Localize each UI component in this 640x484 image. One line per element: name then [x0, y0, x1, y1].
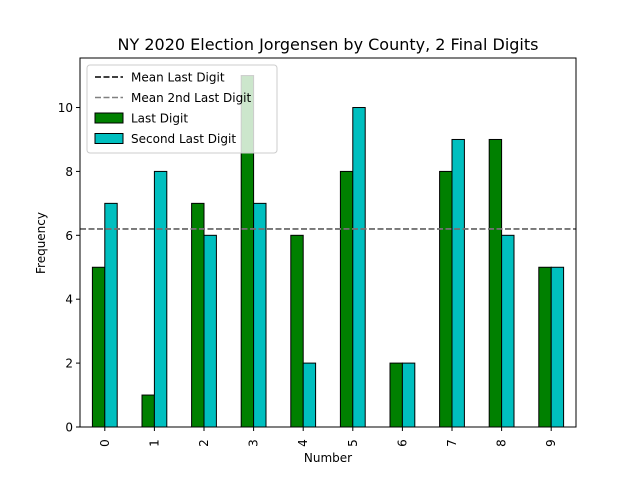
- legend-swatch-second-last-digit: [94, 133, 124, 144]
- bar-last-digit-4: [290, 234, 304, 428]
- bar-second-last-digit-2: [203, 234, 217, 428]
- bar-second-last-digit-4: [302, 362, 317, 428]
- y-tick-label-0: 0: [65, 421, 73, 435]
- bar-last-digit-5: [339, 170, 354, 428]
- x-tick-label-3: 3: [247, 439, 261, 447]
- x-tick-label-1: 1: [147, 439, 161, 447]
- bar-last-digit-1: [141, 394, 155, 428]
- y-tick-label-6: 6: [65, 229, 73, 243]
- bar-last-digit-8: [488, 138, 503, 428]
- legend-label-mean-last-digit: Mean Last Digit: [131, 71, 225, 85]
- bar-second-last-digit-6: [401, 362, 416, 428]
- bar-last-digit-7: [439, 170, 453, 428]
- bar-last-digit-6: [389, 362, 403, 428]
- x-tick-label-9: 9: [544, 439, 558, 447]
- plot-area: [80, 75, 576, 428]
- bar-last-digit-9: [538, 266, 552, 428]
- bar-second-last-digit-5: [352, 107, 366, 428]
- bar-second-last-digit-3: [253, 202, 267, 428]
- legend-label-mean-second-last-digit: Mean 2nd Last Digit: [131, 91, 252, 105]
- bar-second-last-digit-0: [104, 202, 118, 428]
- legend: Mean Last Digit Mean 2nd Last Digit Last D…: [86, 64, 278, 154]
- legend-box: [86, 64, 278, 154]
- y-tick-label-8: 8: [65, 165, 73, 179]
- x-tick-label-6: 6: [395, 439, 409, 447]
- chart-title: NY 2020 Election Jorgensen by County, 2 …: [118, 35, 539, 54]
- x-tick-label-0: 0: [98, 439, 112, 447]
- legend-label-last-digit: Last Digit: [131, 112, 188, 126]
- bar-last-digit-2: [191, 202, 205, 428]
- bar-second-last-digit-8: [501, 234, 515, 428]
- x-tick-label-4: 4: [296, 439, 310, 447]
- bar-last-digit-0: [91, 266, 106, 428]
- x-tick-label-7: 7: [445, 439, 459, 447]
- x-tick-label-5: 5: [346, 439, 360, 447]
- bar-second-last-digit-9: [550, 266, 565, 428]
- y-tick-label-4: 4: [65, 293, 73, 307]
- legend-label-second-last-digit: Second Last Digit: [131, 132, 236, 146]
- bar-second-last-digit-7: [451, 138, 465, 428]
- bar-second-last-digit-1: [153, 170, 168, 428]
- y-tick-label-2: 2: [65, 357, 73, 371]
- x-axis-label: Number: [304, 451, 352, 465]
- legend-swatch-last-digit: [94, 112, 124, 124]
- y-axis-label: Frequency: [34, 212, 48, 274]
- x-tick-label-2: 2: [197, 439, 211, 447]
- axes-frame: [79, 57, 577, 428]
- y-tick-label-10: 10: [58, 101, 73, 115]
- axes: 0 1 2 3 4 5 6 7 8 9 0 2 4 6 8 10: [58, 57, 577, 447]
- x-tick-label-8: 8: [495, 439, 509, 447]
